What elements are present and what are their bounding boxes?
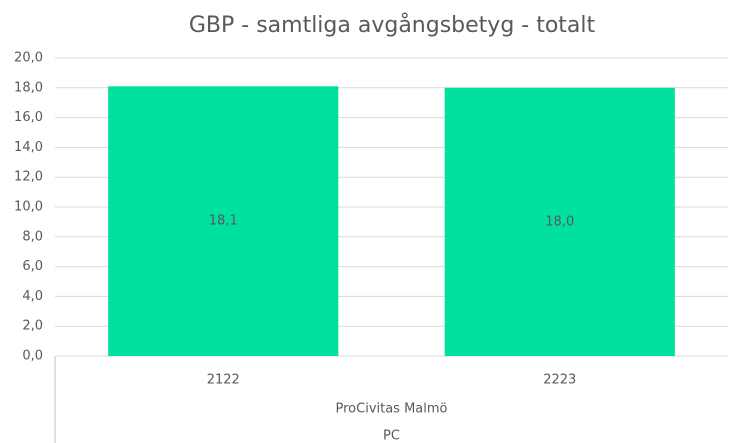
y-tick-label: 14,0: [14, 140, 43, 155]
x-tick-label: 2122: [207, 373, 240, 388]
y-tick-label: 4,0: [22, 289, 43, 304]
data-label: 18,1: [209, 214, 238, 229]
category-group-label: ProCivitas Malmö: [336, 402, 448, 417]
bar: [444, 87, 675, 357]
y-tick-label: 12,0: [14, 170, 43, 185]
y-tick-label: 10,0: [14, 200, 43, 215]
y-tick-label: 8,0: [22, 229, 43, 244]
y-tick-label: 6,0: [22, 259, 43, 274]
y-tick-label: 2,0: [22, 319, 43, 334]
y-tick-label: 16,0: [14, 110, 43, 125]
data-label: 18,0: [545, 214, 574, 229]
x-tick-label: 2223: [543, 373, 576, 388]
chart-title: GBP - samtliga avgångsbetyg - totalt: [189, 12, 596, 38]
y-tick-label: 20,0: [14, 51, 43, 66]
bar: [108, 86, 339, 356]
category-group-label: PC: [383, 429, 400, 443]
y-tick-label: 0,0: [22, 349, 43, 364]
y-tick-label: 18,0: [14, 80, 43, 95]
